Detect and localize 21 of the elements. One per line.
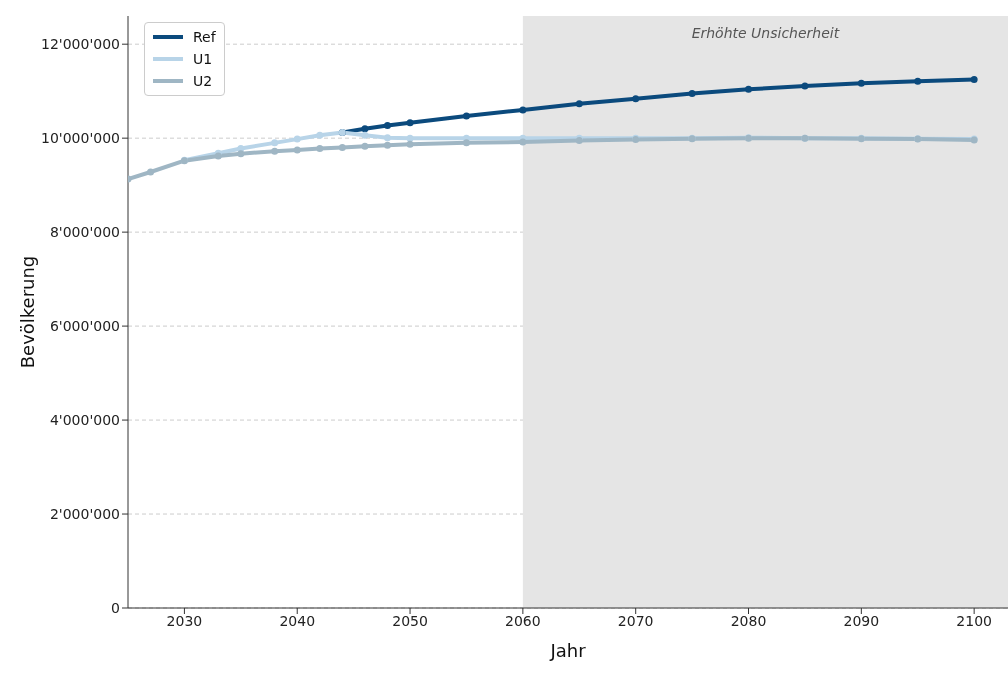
x-tick-label: 2030 [166,612,203,629]
x-tick-label: 2040 [279,612,316,629]
y-tick-label: 10'000'000 [41,130,120,147]
x-tick-label: 2070 [617,612,654,629]
legend-label: U1 [193,50,213,69]
y-tick-label: 8'000'000 [49,224,120,241]
y-tick-label: 12'000'000 [41,36,120,53]
y-tick-label: 0 [111,600,120,616]
x-tick-label: 2090 [843,612,880,629]
x-axis-title: Jahr [549,640,587,661]
y-tick-label: 6'000'000 [49,318,120,335]
legend-label: Ref [193,28,216,47]
x-tick-label: 2100 [956,612,992,629]
x-tick-label: 2060 [505,612,541,629]
band-label: Erhöhte Unsicherheit [691,24,840,41]
y-axis-title: Bevölkerung [17,255,39,369]
y-tick-label: 2'000'000 [49,506,120,523]
y-tick-label: 4'000'000 [49,412,120,429]
x-tick-label: 2080 [730,612,767,629]
x-tick-label: 2050 [392,612,428,629]
legend-label: U2 [193,72,213,91]
